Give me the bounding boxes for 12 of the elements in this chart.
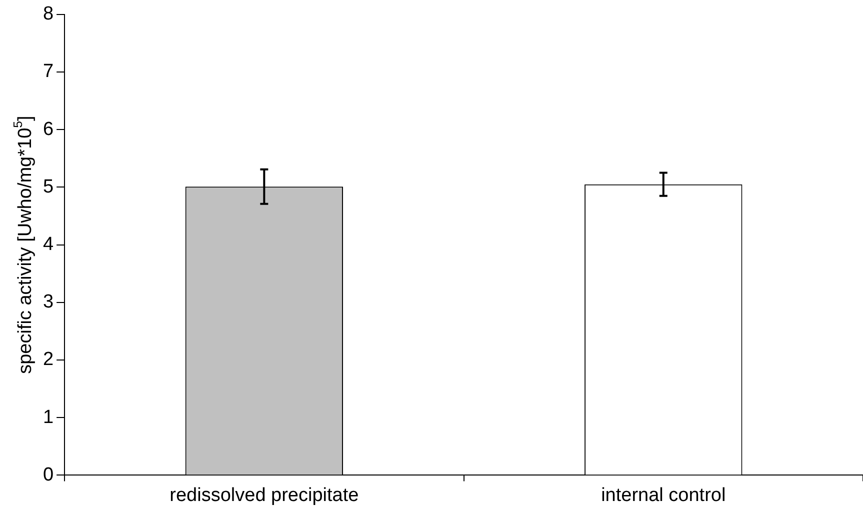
y-tick-label: 2 bbox=[42, 349, 54, 370]
y-tick-label: 7 bbox=[42, 61, 54, 82]
y-tick-label: 6 bbox=[42, 118, 54, 140]
x-tick-label: internal control bbox=[601, 484, 726, 506]
y-tick-label: 8 bbox=[42, 4, 54, 25]
y-tick-label: 0 bbox=[42, 464, 54, 486]
y-tick-label: 5 bbox=[42, 176, 54, 198]
x-tick-label: redissolved precipitate bbox=[170, 484, 359, 506]
y-tick-label: 3 bbox=[42, 292, 54, 313]
y-tick-label: 1 bbox=[42, 406, 54, 428]
y-axis-title: specific activity [Uwho/mg*105] bbox=[10, 116, 36, 374]
y-tick-label: 4 bbox=[42, 234, 54, 256]
